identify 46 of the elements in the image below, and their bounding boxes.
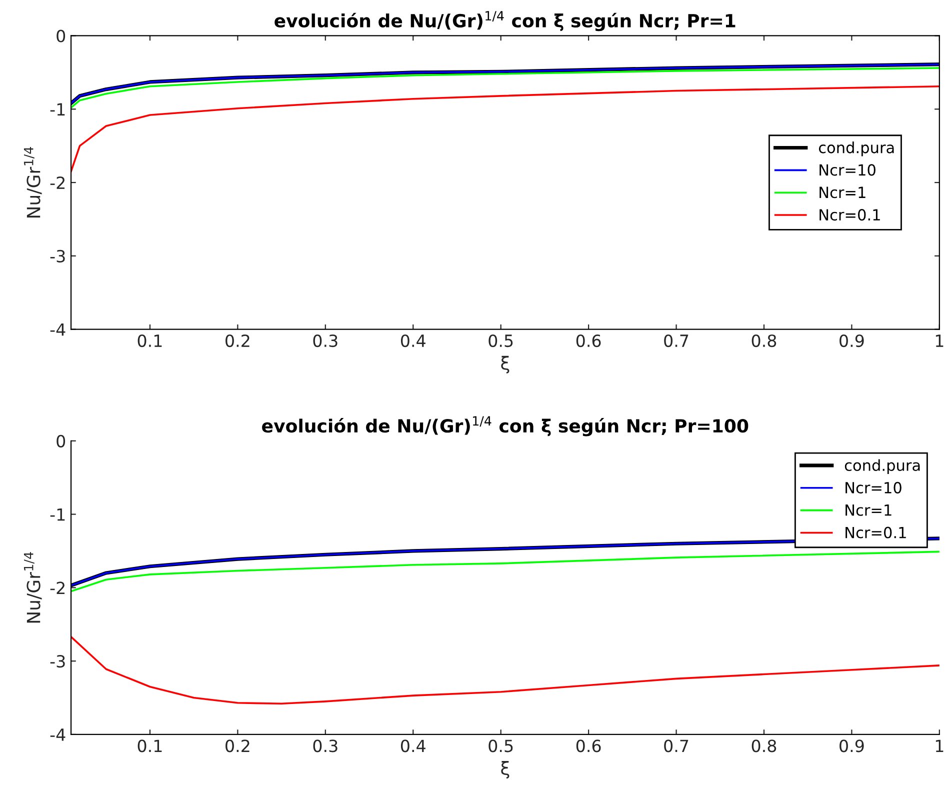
y-tick-label: -2	[50, 582, 64, 594]
y-tick-label: -4	[50, 728, 66, 741]
x-tick-label: 1	[936, 334, 944, 347]
x-tick-label: 0.1	[138, 740, 162, 752]
x-tick-label: 0.3	[313, 334, 338, 348]
x-tick-label: 1	[936, 740, 944, 752]
x-tick-label: 0.8	[752, 740, 776, 752]
x-tick-label: 0.1	[138, 334, 162, 348]
y-tick-label: -4	[50, 323, 66, 336]
x-tick-label: 0.5	[488, 740, 513, 752]
x-axis-title: ξ	[501, 356, 510, 374]
x-tick-label: 0.8	[752, 334, 776, 348]
legend-label: Ncr=0.1	[846, 526, 906, 538]
x-axis-title: ξ	[501, 760, 510, 779]
x-tick-label: 0.9	[840, 334, 864, 348]
x-tick-label: 0.5	[488, 334, 513, 348]
y-tick-label: -3	[50, 655, 65, 668]
x-tick-label: 0.6	[576, 334, 601, 348]
legend-label: cond.pura	[818, 141, 894, 156]
chart-title: evolución de Nu/(Gr)$^{1/4}$ con ξ según Ncr; Pr=1	[274, 11, 736, 32]
y-axis-title: Nu/Gr$^{1/4}$	[24, 552, 42, 623]
y-tick-label: -2	[50, 176, 64, 189]
x-tick-label: 0.6	[576, 740, 601, 752]
x-tick-label: 0.7	[664, 740, 688, 752]
line-series	[71, 636, 940, 705]
x-tick-label: 0.4	[400, 740, 426, 752]
y-tick-label: 0	[56, 30, 66, 42]
legend-label: Ncr=10	[846, 482, 902, 494]
legend-label: Ncr=0.1	[820, 209, 880, 221]
legend-label: Ncr=1	[820, 186, 866, 198]
y-tick-label: -1	[50, 103, 65, 116]
x-tick-label: 0.2	[226, 740, 250, 752]
legend-label: Ncr=1	[846, 504, 892, 516]
y-tick-label: -3	[50, 250, 65, 262]
legend-label: Ncr=10	[820, 164, 876, 176]
x-tick-label: 0.2	[226, 334, 250, 348]
line-series	[71, 550, 940, 592]
y-tick-label: -1	[50, 508, 65, 521]
x-tick-label: 0.3	[313, 740, 338, 752]
x-tick-label: 0.9	[840, 740, 864, 752]
y-tick-label: 0	[56, 434, 66, 448]
y-axis-title: Nu/Gr$^{1/4}$	[24, 147, 42, 218]
legend-label: cond.pura	[844, 459, 920, 474]
x-tick-label: 0.7	[664, 334, 688, 348]
chart-title: evolución de Nu/(Gr)$^{1/4}$ con ξ según Ncr; Pr=100	[262, 416, 748, 436]
x-tick-label: 0.4	[400, 334, 426, 348]
